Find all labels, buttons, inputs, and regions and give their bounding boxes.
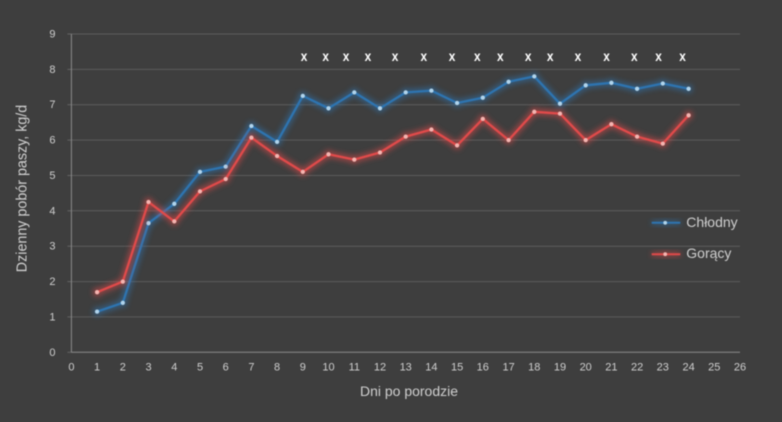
svg-text:x: x (603, 48, 610, 64)
svg-text:9: 9 (300, 362, 306, 374)
svg-text:25: 25 (708, 362, 720, 374)
svg-text:x: x (547, 48, 554, 64)
svg-text:x: x (655, 48, 662, 64)
svg-text:26: 26 (734, 362, 746, 374)
svg-text:16: 16 (477, 362, 489, 374)
svg-text:7: 7 (248, 362, 254, 374)
svg-text:4: 4 (49, 205, 55, 217)
svg-text:x: x (322, 48, 329, 64)
svg-text:20: 20 (580, 362, 592, 374)
svg-text:7: 7 (49, 99, 55, 111)
svg-text:x: x (449, 48, 456, 64)
svg-text:4: 4 (171, 362, 177, 374)
svg-text:Dzienny pobór paszy, kg/d: Dzienny pobór paszy, kg/d (15, 105, 31, 272)
svg-text:x: x (525, 48, 532, 64)
svg-text:0: 0 (68, 362, 74, 374)
svg-text:3: 3 (145, 362, 151, 374)
svg-text:x: x (631, 48, 638, 64)
svg-text:6: 6 (223, 362, 229, 374)
svg-text:x: x (392, 48, 399, 64)
svg-text:12: 12 (374, 362, 386, 374)
svg-text:18: 18 (528, 362, 540, 374)
svg-text:0: 0 (49, 347, 55, 359)
svg-text:9: 9 (49, 29, 55, 41)
svg-text:1: 1 (49, 311, 55, 323)
svg-text:6: 6 (49, 135, 55, 147)
svg-text:19: 19 (554, 362, 566, 374)
svg-text:22: 22 (631, 362, 643, 374)
svg-text:Chłodny: Chłodny (686, 214, 737, 230)
svg-text:x: x (474, 48, 481, 64)
svg-text:13: 13 (400, 362, 412, 374)
svg-text:x: x (343, 48, 350, 64)
svg-text:x: x (420, 48, 427, 64)
svg-text:x: x (575, 48, 582, 64)
svg-text:24: 24 (682, 362, 694, 374)
svg-text:14: 14 (425, 362, 437, 374)
svg-text:2: 2 (120, 362, 126, 374)
svg-text:5: 5 (49, 170, 55, 182)
svg-text:x: x (497, 48, 504, 64)
svg-text:2: 2 (49, 276, 55, 288)
svg-text:3: 3 (49, 241, 55, 253)
svg-text:x: x (679, 48, 686, 64)
svg-text:15: 15 (451, 362, 463, 374)
svg-text:1: 1 (94, 362, 100, 374)
svg-text:Gorący: Gorący (686, 245, 731, 261)
svg-text:23: 23 (657, 362, 669, 374)
svg-text:x: x (365, 48, 372, 64)
svg-text:8: 8 (274, 362, 280, 374)
svg-text:8: 8 (49, 64, 55, 76)
svg-text:21: 21 (605, 362, 617, 374)
svg-text:17: 17 (502, 362, 514, 374)
svg-text:x: x (301, 48, 308, 64)
svg-text:11: 11 (349, 362, 360, 374)
svg-text:Dni po porodzie: Dni po porodzie (360, 383, 458, 399)
svg-text:10: 10 (322, 362, 334, 374)
svg-text:5: 5 (197, 362, 203, 374)
